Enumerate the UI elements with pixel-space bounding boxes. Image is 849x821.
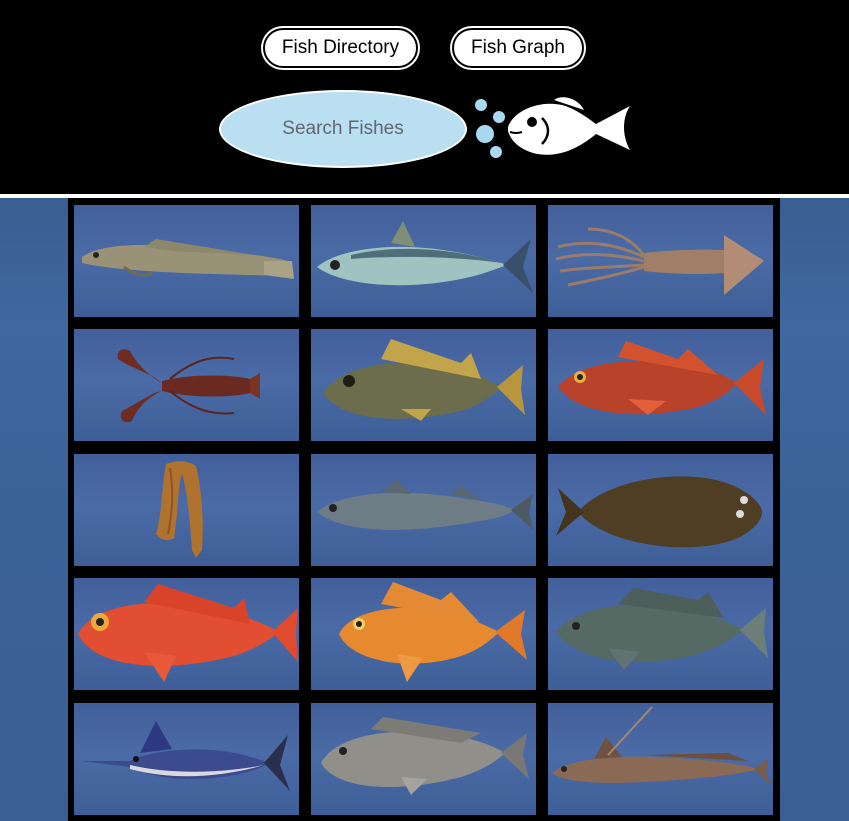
tile-mackerel[interactable] [311, 205, 536, 317]
tile-orange-rockfish[interactable] [311, 578, 536, 690]
tile-marlin[interactable] [74, 703, 299, 815]
tile-dragonet[interactable] [548, 703, 773, 815]
marlin-icon [82, 721, 290, 791]
tile-vermilion-rockfish[interactable] [548, 329, 773, 441]
search-bubble[interactable] [219, 90, 467, 168]
fish-graph-button[interactable]: Fish Graph [452, 28, 584, 68]
tile-red-rockfish[interactable] [74, 578, 299, 690]
tile-yellowtail-rockfish[interactable] [311, 329, 536, 441]
tile-lobster[interactable] [74, 329, 299, 441]
header: Fish Directory Fish Graph [0, 0, 849, 196]
sablefish-icon [317, 480, 533, 530]
dragonet-icon [552, 706, 770, 785]
vermilion-rockfish-icon [558, 341, 766, 415]
lobster-icon [117, 349, 260, 423]
tile-sea-cucumber[interactable] [74, 454, 299, 566]
sea-cucumber-icon [156, 461, 203, 558]
fish-grid [68, 198, 780, 821]
header-divider [0, 194, 849, 198]
tile-halibut[interactable] [548, 454, 773, 566]
tile-grouper[interactable] [548, 578, 773, 690]
fish-directory-button[interactable]: Fish Directory [263, 28, 418, 68]
grouper-icon [556, 588, 768, 670]
fish-with-bubbles-icon [475, 97, 630, 158]
lingcod-icon [82, 239, 294, 279]
tile-sablefish[interactable] [311, 454, 536, 566]
halibut-icon [556, 476, 762, 548]
tilefish-icon [321, 717, 529, 795]
yellowtail-rockfish-icon [323, 339, 525, 421]
orange-rockfish-icon [339, 582, 527, 682]
tile-squid[interactable] [548, 205, 773, 317]
red-rockfish-icon [78, 584, 298, 682]
mackerel-icon [317, 221, 533, 293]
search-input[interactable] [241, 117, 445, 141]
squid-icon [555, 227, 764, 295]
tile-tilefish[interactable] [311, 703, 536, 815]
tile-lingcod[interactable] [74, 205, 299, 317]
